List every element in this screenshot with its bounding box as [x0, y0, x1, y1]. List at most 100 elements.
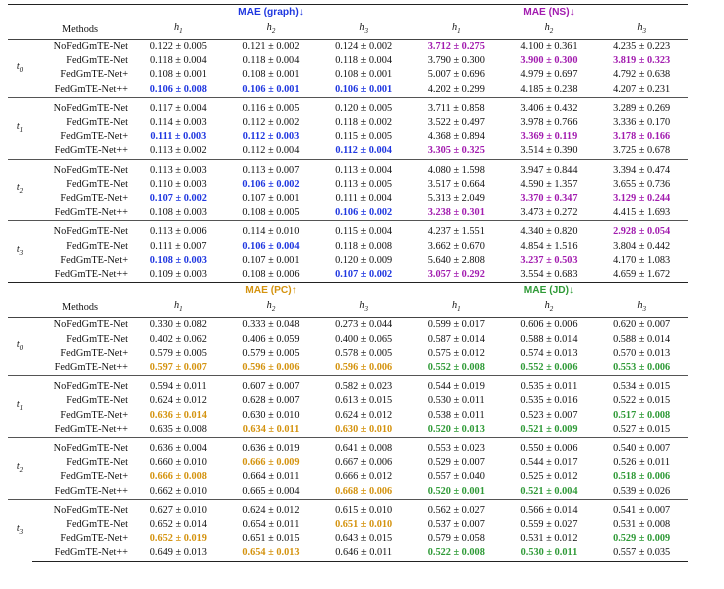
table-row: FedGmTE-Net++ 0.113 ± 0.002 0.112 ± 0.004 0…	[8, 144, 688, 159]
table-row: t0 NoFedGmTE-Net 0.122 ± 0.005 0.121 ± 0.00…	[8, 39, 688, 98]
value-cell: 3.711 ± 0.858	[409, 96, 503, 117]
value-cell: 0.108 ± 0.001	[149, 69, 207, 81]
table-row: FedGmTE-Net++ 0.662 ± 0.010 0.665 ± 0.004 0…	[8, 485, 688, 500]
value-cell: 3.057 ± 0.292	[427, 269, 485, 281]
timepoint-label: t0	[8, 317, 32, 376]
horizon-header: h1	[451, 22, 461, 36]
table-row: FedGmTE-Net++ 0.109 ± 0.003 0.108 ± 0.006 0…	[8, 268, 688, 283]
horizon-header: h1	[451, 300, 461, 314]
value-cell: 0.660 ± 0.010	[149, 457, 207, 469]
method-name: FedGmTE-Net++	[54, 207, 128, 219]
value-cell: 0.635 ± 0.008	[149, 423, 207, 435]
value-cell: 0.107 ± 0.002	[335, 269, 393, 281]
value-cell: 0.108 ± 0.003	[149, 254, 207, 266]
value-cell: 0.553 ± 0.023	[409, 436, 503, 457]
value-cell: 0.624 ± 0.012	[224, 498, 318, 518]
value-cell: 4.854 ± 1.516	[520, 240, 578, 252]
value-cell: 0.106 ± 0.008	[149, 83, 207, 95]
value-cell: 0.520 ± 0.001	[427, 485, 485, 497]
value-cell: 4.080 ± 1.598	[409, 158, 503, 178]
horizon-header: h2	[544, 22, 554, 36]
table-row: t3 NoFedGmTE-Net 0.627 ± 0.010 0.624 ± 0.01…	[8, 498, 688, 562]
value-cell: 4.185 ± 0.238	[520, 83, 578, 95]
value-cell: 0.666 ± 0.009	[242, 457, 300, 469]
table-row: t2 NoFedGmTE-Net 0.636 ± 0.004 0.636 ± 0.01…	[8, 436, 688, 500]
value-cell: 0.530 ± 0.011	[502, 546, 596, 562]
value-cell: 0.652 ± 0.019	[149, 533, 207, 545]
table-row: FedGmTE-Net++ 0.597 ± 0.007 0.596 ± 0.006 0…	[8, 361, 688, 376]
value-cell: 0.113 ± 0.006	[132, 220, 225, 240]
value-cell: 0.114 ± 0.010	[224, 220, 318, 240]
value-cell: 0.527 ± 0.015	[613, 423, 671, 435]
value-cell: 0.641 ± 0.008	[317, 436, 410, 457]
timepoint-label: t1	[8, 375, 32, 438]
value-cell: 0.113 ± 0.007	[224, 158, 318, 178]
value-cell: 4.340 ± 0.820	[502, 220, 596, 240]
value-cell: 0.662 ± 0.010	[149, 485, 207, 497]
value-cell: 0.540 ± 0.007	[595, 436, 688, 457]
value-cell: 0.630 ± 0.010	[335, 423, 393, 435]
method-name: FedGmTE-Net+	[60, 131, 128, 143]
method-name: NoFedGmTE-Net	[32, 317, 132, 333]
table-row: FedGmTE-Net+ 0.108 ± 0.003 0.107 ± 0.001 0.…	[8, 254, 688, 268]
value-cell: 0.624 ± 0.012	[335, 409, 393, 421]
value-cell: 0.574 ± 0.013	[520, 347, 578, 359]
value-cell: 0.108 ± 0.006	[242, 269, 300, 281]
value-cell: 0.107 ± 0.002	[149, 193, 207, 205]
value-cell: 0.606 ± 0.006	[502, 317, 596, 333]
value-cell: 0.587 ± 0.014	[427, 333, 485, 345]
value-cell: 0.667 ± 0.006	[335, 457, 393, 469]
method-name: FedGmTE-Net	[66, 117, 128, 129]
value-cell: 0.106 ± 0.004	[242, 240, 300, 252]
method-name: FedGmTE-Net+	[60, 69, 128, 81]
value-cell: 3.289 ± 0.269	[595, 96, 688, 117]
table-row: t0 NoFedGmTE-Net 0.330 ± 0.082 0.333 ± 0.04…	[8, 317, 688, 376]
value-cell: 0.596 ± 0.006	[242, 361, 300, 373]
value-cell: 0.520 ± 0.013	[427, 423, 485, 435]
table-row: FedGmTE-Net+ 0.666 ± 0.008 0.664 ± 0.011 0.…	[8, 470, 688, 484]
value-cell: 0.646 ± 0.011	[317, 546, 410, 562]
value-cell: 0.537 ± 0.007	[427, 518, 485, 530]
table-row: FedGmTE-Net 0.111 ± 0.007 0.106 ± 0.004 0.1…	[8, 240, 688, 254]
value-cell: 0.111 ± 0.007	[150, 240, 207, 252]
results-table: MAE (graph)↓ MAE (NS)↓ Methods h1 h2 h3 h1 h2 h3…	[8, 4, 688, 562]
table-row: FedGmTE-Net 0.402 ± 0.062 0.406 ± 0.059 0.4…	[8, 333, 688, 347]
value-cell: 0.529 ± 0.009	[613, 533, 671, 545]
method-name: FedGmTE-Net	[66, 457, 128, 469]
horizon-header: h2	[266, 22, 276, 36]
value-cell: 0.124 ± 0.002	[317, 39, 410, 55]
value-cell: 4.659 ± 1.672	[613, 269, 671, 281]
method-name: FedGmTE-Net++	[54, 83, 128, 95]
method-name: FedGmTE-Net+	[60, 193, 128, 205]
value-cell: 0.668 ± 0.006	[335, 485, 393, 497]
value-cell: 0.521 ± 0.009	[520, 423, 578, 435]
table-row: FedGmTE-Net 0.624 ± 0.012 0.628 ± 0.007 0.6…	[8, 394, 688, 408]
horizon-header: h3	[637, 22, 646, 36]
header-row-horizons: Methods h1 h2 h3 h1 h2 h3	[8, 298, 688, 318]
value-cell: 0.526 ± 0.011	[613, 457, 671, 469]
horizon-header: h3	[359, 22, 368, 36]
table-row: FedGmTE-Net+ 0.579 ± 0.005 0.579 ± 0.005 0.…	[8, 347, 688, 361]
value-cell: 0.575 ± 0.012	[427, 347, 485, 359]
value-cell: 4.415 ± 1.693	[613, 207, 671, 219]
value-cell: 0.121 ± 0.002	[224, 39, 318, 55]
table-row: FedGmTE-Net+ 0.652 ± 0.019 0.651 ± 0.015 0.…	[8, 532, 688, 546]
value-cell: 3.369 ± 0.119	[520, 131, 578, 143]
value-cell: 3.517 ± 0.664	[427, 178, 485, 190]
value-cell: 0.112 ± 0.002	[242, 117, 300, 129]
method-name: FedGmTE-Net	[66, 395, 128, 407]
timepoint-label: t2	[8, 158, 32, 221]
value-cell: 4.202 ± 0.299	[427, 83, 485, 95]
value-cell: 0.531 ± 0.008	[613, 518, 671, 530]
method-name: NoFedGmTE-Net	[32, 436, 132, 457]
value-cell: 0.106 ± 0.001	[242, 83, 300, 95]
value-cell: 0.552 ± 0.008	[427, 361, 485, 373]
value-cell: 0.578 ± 0.005	[335, 347, 393, 359]
value-cell: 0.106 ± 0.002	[335, 207, 393, 219]
value-cell: 3.522 ± 0.497	[427, 117, 485, 129]
value-cell: 4.792 ± 0.638	[613, 69, 671, 81]
value-cell: 0.107 ± 0.001	[242, 254, 300, 266]
value-cell: 0.552 ± 0.006	[520, 361, 578, 373]
table-row: t1 NoFedGmTE-Net 0.117 ± 0.004 0.116 ± 0.00…	[8, 96, 688, 160]
method-name: NoFedGmTE-Net	[32, 375, 132, 395]
